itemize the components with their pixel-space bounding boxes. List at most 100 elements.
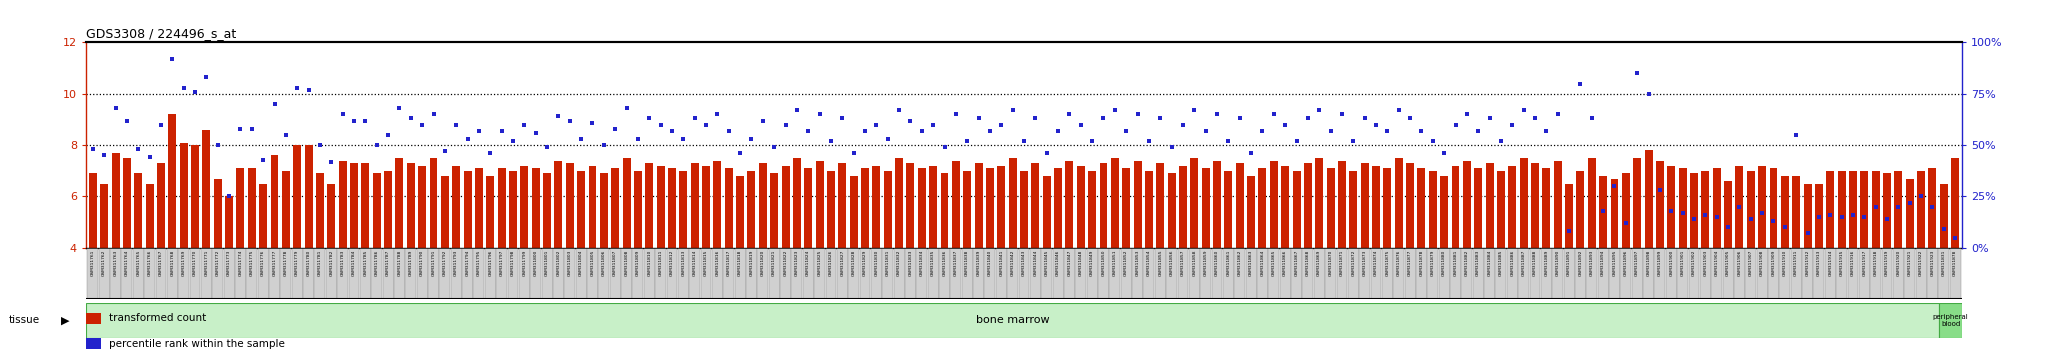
Text: GSM311795: GSM311795 (477, 250, 481, 276)
Point (1620, 70, 1653, 76)
Point (1440, 122, 1473, 127)
Point (88, 153, 121, 158)
Point (1565, 81, 1597, 86)
Bar (1622, 173, 1630, 248)
Text: GSM311802: GSM311802 (557, 250, 561, 276)
Bar (940, 173, 948, 248)
FancyBboxPatch shape (1030, 248, 1040, 299)
Bar (657, 166, 666, 248)
Bar (1860, 171, 1868, 248)
FancyBboxPatch shape (588, 248, 598, 299)
FancyBboxPatch shape (98, 248, 111, 299)
Point (633, 116, 666, 121)
Text: GSM311857: GSM311857 (1182, 250, 1186, 276)
FancyBboxPatch shape (1485, 248, 1495, 299)
FancyBboxPatch shape (791, 248, 803, 299)
Bar (623, 158, 631, 248)
Text: GSM311898: GSM311898 (1647, 250, 1651, 276)
Text: GSM311831: GSM311831 (1942, 250, 1946, 276)
Bar (1407, 163, 1413, 248)
Point (451, 136, 483, 142)
Bar (1679, 168, 1688, 248)
Bar (1712, 168, 1720, 248)
Point (690, 122, 723, 127)
Text: GSM311906: GSM311906 (1737, 250, 1741, 276)
Bar (1350, 171, 1358, 248)
Bar (463, 171, 471, 248)
Text: GSM311787: GSM311787 (387, 250, 389, 276)
FancyBboxPatch shape (690, 248, 700, 299)
Text: GSM311895: GSM311895 (1612, 250, 1616, 276)
Bar (1532, 163, 1538, 248)
Point (1270, 122, 1303, 127)
Bar (1542, 168, 1550, 248)
Bar (190, 145, 199, 248)
Text: GSM311817: GSM311817 (727, 250, 731, 276)
Text: GSM311813: GSM311813 (682, 250, 686, 276)
Point (1462, 128, 1495, 133)
Text: GSM311777: GSM311777 (272, 250, 276, 276)
Point (406, 122, 438, 127)
FancyBboxPatch shape (166, 248, 178, 299)
Bar (158, 163, 166, 248)
Point (678, 116, 711, 121)
Text: transformed count: transformed count (109, 313, 207, 323)
Bar (872, 166, 881, 248)
Text: GSM311838: GSM311838 (965, 250, 969, 276)
Bar (1042, 176, 1051, 248)
Point (1405, 128, 1438, 133)
Point (530, 144, 563, 150)
FancyBboxPatch shape (915, 248, 928, 299)
Point (223, 126, 256, 132)
Text: GSM311773: GSM311773 (227, 250, 231, 276)
Point (815, 138, 848, 144)
FancyBboxPatch shape (1587, 248, 1597, 299)
Bar (283, 171, 291, 248)
Bar (1462, 161, 1470, 248)
Text: GSM311881: GSM311881 (1454, 250, 1458, 276)
Point (190, 75, 223, 80)
Bar (645, 163, 653, 248)
Text: GSM311762: GSM311762 (102, 250, 106, 276)
FancyBboxPatch shape (496, 248, 508, 299)
FancyBboxPatch shape (883, 248, 893, 299)
FancyBboxPatch shape (700, 248, 711, 299)
Bar (975, 163, 983, 248)
Point (1167, 122, 1200, 127)
Point (418, 112, 451, 117)
FancyBboxPatch shape (86, 303, 1939, 338)
Point (995, 107, 1028, 113)
FancyBboxPatch shape (1337, 248, 1348, 299)
Text: GSM311769: GSM311769 (182, 250, 186, 276)
Point (1575, 116, 1608, 121)
Point (395, 116, 428, 121)
FancyBboxPatch shape (1120, 248, 1133, 299)
Text: GSM311882: GSM311882 (1464, 250, 1468, 276)
Bar (1782, 176, 1788, 248)
Bar (270, 155, 279, 248)
Bar (1837, 171, 1845, 248)
FancyBboxPatch shape (1087, 248, 1098, 299)
Bar (1667, 166, 1675, 248)
Point (1825, 214, 1858, 220)
Text: GSM311900: GSM311900 (1669, 250, 1673, 276)
FancyBboxPatch shape (1018, 248, 1030, 299)
Text: GSM311816: GSM311816 (715, 250, 719, 276)
Point (1042, 128, 1075, 133)
Text: GSM311908: GSM311908 (1759, 250, 1763, 276)
Text: GSM311829: GSM311829 (862, 250, 866, 276)
FancyBboxPatch shape (870, 248, 883, 299)
Point (1847, 214, 1880, 220)
Point (1257, 112, 1290, 117)
FancyBboxPatch shape (565, 248, 575, 299)
Text: GSM311892: GSM311892 (1579, 250, 1583, 276)
Bar (1907, 178, 1913, 248)
FancyBboxPatch shape (236, 248, 246, 299)
Text: GSM311891: GSM311891 (1567, 250, 1571, 276)
Text: GSM311766: GSM311766 (147, 250, 152, 276)
Point (1315, 128, 1348, 133)
Bar (1100, 163, 1108, 248)
Bar (485, 176, 494, 248)
Bar (952, 161, 961, 248)
Point (1337, 138, 1370, 144)
